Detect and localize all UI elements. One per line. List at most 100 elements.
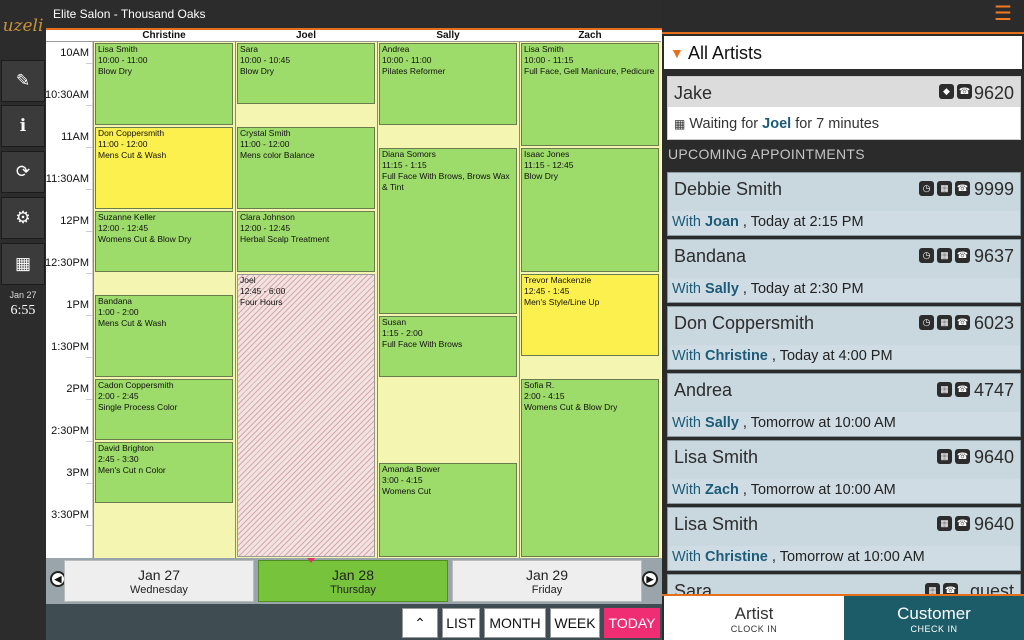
upcoming-appointment-card[interactable]: Don Coppersmith ◷ ▦ ☎ 6023 With Christine , T… bbox=[667, 306, 1021, 370]
card-icons: ▦ ☎ bbox=[937, 382, 970, 397]
upcoming-list[interactable]: Debbie Smith ◷ ▦ ☎ 9999 With Joan , Today at … bbox=[662, 172, 1024, 594]
hamburger-menu-icon[interactable]: ☰ bbox=[994, 3, 1012, 25]
time-label: 12PM bbox=[60, 215, 89, 227]
artist-name: Sally bbox=[705, 415, 739, 431]
customer-check-in-button[interactable]: Customer CHECK IN bbox=[844, 596, 1024, 640]
date-tab-next[interactable]: Jan 29 Friday bbox=[452, 560, 642, 602]
appointment-client: Sara bbox=[240, 44, 258, 54]
appointment-block[interactable]: Don Coppersmith 11:00 - 12:00 Mens Cut & W… bbox=[95, 127, 233, 209]
appointment-block[interactable]: Susan 1:15 - 2:00 Full Face With Brows bbox=[379, 316, 517, 377]
sync-button[interactable]: ⟳ bbox=[1, 151, 45, 193]
upcoming-appointment-card[interactable]: Lisa Smith ▦ ☎ 9640 With Zach , Tomorrow at … bbox=[667, 440, 1021, 504]
time-label: 10:30AM bbox=[46, 89, 89, 101]
date-tab-current[interactable]: Jan 28 Thursday bbox=[258, 560, 448, 602]
info-icon: ℹ bbox=[19, 116, 27, 135]
settings-button[interactable]: ⚙ bbox=[1, 197, 45, 239]
appointment-time: 1:00 - 2:00 bbox=[98, 307, 139, 317]
appointment-service: Full Face With Brows, Brows Wax & Tint bbox=[382, 171, 510, 192]
half-hour-tick bbox=[86, 399, 93, 400]
refresh-icon: ⟳ bbox=[15, 162, 31, 181]
right-panel: ☰ ▼ All Artists Jake ◆ ☎ 9620 ▦ Waiting … bbox=[662, 0, 1024, 640]
calendar-icon: ▦ bbox=[937, 516, 952, 531]
appointment-block[interactable]: Bandana 1:00 - 2:00 Mens Cut & Wash bbox=[95, 295, 233, 377]
appointment-when: , Today at 2:15 PM bbox=[742, 214, 864, 230]
appointment-block[interactable]: Crystal Smith 11:00 - 12:00 Mens color Bal… bbox=[237, 127, 375, 209]
appointment-when: , Tomorrow at 10:00 AM bbox=[771, 549, 925, 565]
card-icons: ◷ ▦ ☎ bbox=[919, 248, 970, 263]
prev-day-button[interactable]: ◀ bbox=[50, 571, 66, 587]
appointment-time: 2:00 - 2:45 bbox=[98, 391, 139, 401]
appointment-client: Joel bbox=[240, 275, 256, 285]
date-tab-day: Thursday bbox=[330, 584, 376, 596]
with-label: With bbox=[672, 348, 701, 364]
upcoming-appointment-card[interactable]: Sara ▦ ☎ guest bbox=[667, 574, 1021, 594]
appointment-when: , Today at 2:30 PM bbox=[742, 281, 864, 297]
half-hour-tick bbox=[86, 147, 93, 148]
time-label: 3PM bbox=[66, 467, 89, 479]
calendar-button[interactable]: ▦ bbox=[1, 243, 45, 285]
logo: uzeli bbox=[2, 16, 44, 36]
time-label: 10AM bbox=[60, 47, 89, 59]
appointment-client: Suzanne Keller bbox=[98, 212, 156, 222]
date-tab-prev[interactable]: Jan 27 Wednesday bbox=[64, 560, 254, 602]
appointment-client: Don Coppersmith bbox=[98, 128, 165, 138]
checkin-bar: Artist CLOCK IN Customer CHECK IN bbox=[662, 594, 1024, 640]
appointment-block[interactable]: Cadon Coppersmith 2:00 - 2:45 Single Proce… bbox=[95, 379, 233, 440]
appointment-service: Womens Cut bbox=[382, 486, 431, 496]
date-bar: ◀ Jan 27 Wednesday Jan 28 Thursday Jan 2… bbox=[46, 558, 662, 604]
appointment-service: Mens Cut & Wash bbox=[98, 150, 167, 160]
upcoming-heading: UPCOMING APPOINTMENTS bbox=[668, 146, 865, 162]
info-button[interactable]: ℹ bbox=[1, 105, 45, 147]
client-phone: 6023 bbox=[973, 313, 1014, 333]
appointment-time: 10:00 - 11:00 bbox=[98, 55, 148, 65]
artist-column-header: Joel bbox=[235, 30, 377, 42]
appointment-block[interactable]: Sara 10:00 - 10:45 Blow Dry bbox=[237, 43, 375, 104]
time-column-header bbox=[46, 30, 93, 42]
appointment-time: 2:00 - 4:15 bbox=[524, 391, 565, 401]
collapse-button[interactable]: ⌃ bbox=[402, 608, 438, 638]
next-day-button[interactable]: ▶ bbox=[642, 571, 658, 587]
sidebar-date: Jan 27 bbox=[9, 290, 37, 300]
appointment-block[interactable]: Diana Somors 11:15 - 1:15 Full Face With B… bbox=[379, 148, 517, 314]
view-switcher: ⌃ LIST MONTH WEEK TODAY bbox=[46, 604, 662, 640]
edit-button[interactable]: ✎ bbox=[1, 60, 45, 102]
appointment-block[interactable]: Andrea 10:00 - 11:00 Pilates Reformer bbox=[379, 43, 517, 125]
appointment-client: Susan bbox=[382, 317, 407, 327]
appointment-block[interactable]: Isaac Jones 11:15 - 12:45 Blow Dry bbox=[521, 148, 659, 272]
month-view-button[interactable]: MONTH bbox=[484, 608, 546, 638]
appointment-service: Herbal Scalp Treatment bbox=[240, 234, 330, 244]
blocked-time[interactable]: Joel 12:45 - 6:00 Four Hours bbox=[237, 274, 375, 557]
appointment-block[interactable]: Lisa Smith 10:00 - 11:15 Full Face, Gell M… bbox=[521, 43, 659, 146]
appointment-time: 12:00 - 12:45 bbox=[240, 223, 291, 233]
clock-icon: ◷ bbox=[919, 248, 934, 263]
appointment-time: 10:00 - 11:15 bbox=[524, 55, 574, 65]
appointment-block[interactable]: Trevor Mackenzie 12:45 - 1:45 Men's Style/… bbox=[521, 274, 659, 356]
upcoming-appointment-card[interactable]: Debbie Smith ◷ ▦ ☎ 9999 With Joan , Today at … bbox=[667, 172, 1021, 236]
salon-title: Elite Salon - Thousand Oaks bbox=[46, 0, 662, 28]
date-tab-day: Wednesday bbox=[130, 584, 188, 596]
appointment-block[interactable]: David Brighton 2:45 - 3:30 Men's Cut n Col… bbox=[95, 442, 233, 503]
upcoming-appointment-card[interactable]: Bandana ◷ ▦ ☎ 9637 With Sally , Today at 2:30… bbox=[667, 239, 1021, 303]
artist-name: Zach bbox=[705, 482, 739, 498]
appointment-client: Bandana bbox=[98, 296, 133, 306]
appointment-block[interactable]: Clara Johnson 12:00 - 12:45 Herbal Scalp T… bbox=[237, 211, 375, 272]
half-hour-tick bbox=[86, 441, 93, 442]
artist-name: Christine bbox=[705, 549, 768, 565]
upcoming-appointment-card[interactable]: Andrea ▦ ☎ 4747 With Sally , Tomorrow at 10:… bbox=[667, 373, 1021, 437]
appointment-block[interactable]: Amanda Bower 3:00 - 4:15 Womens Cut bbox=[379, 463, 517, 557]
with-label: With bbox=[672, 214, 701, 230]
week-view-button[interactable]: WEEK bbox=[550, 608, 600, 638]
calendar-grid[interactable]: 10AM 10:30AM 11AM 11:30AM 12PM 12:30PM 1PM 1:30… bbox=[46, 30, 662, 558]
appointment-service: Pilates Reformer bbox=[382, 66, 446, 76]
waiting-client-card[interactable]: Jake ◆ ☎ 9620 ▦ Waiting for Joel for 7 m… bbox=[667, 76, 1021, 140]
artist-filter[interactable]: ▼ All Artists bbox=[664, 36, 1022, 69]
appointment-block[interactable]: Suzanne Keller 12:00 - 12:45 Womens Cut & … bbox=[95, 211, 233, 272]
today-button[interactable]: TODAY bbox=[604, 608, 660, 638]
list-view-button[interactable]: LIST bbox=[442, 608, 480, 638]
artist-name: Sally bbox=[705, 281, 739, 297]
artist-clock-in-button[interactable]: Artist CLOCK IN bbox=[664, 596, 844, 640]
appointment-block[interactable]: Sofia R. 2:00 - 4:15 Womens Cut & Blow Dry bbox=[521, 379, 659, 557]
upcoming-appointment-card[interactable]: Lisa Smith ▦ ☎ 9640 With Christine , Tomorro… bbox=[667, 507, 1021, 571]
calendar-icon: ▦ bbox=[674, 117, 686, 131]
appointment-block[interactable]: Lisa Smith 10:00 - 11:00 Blow Dry bbox=[95, 43, 233, 125]
